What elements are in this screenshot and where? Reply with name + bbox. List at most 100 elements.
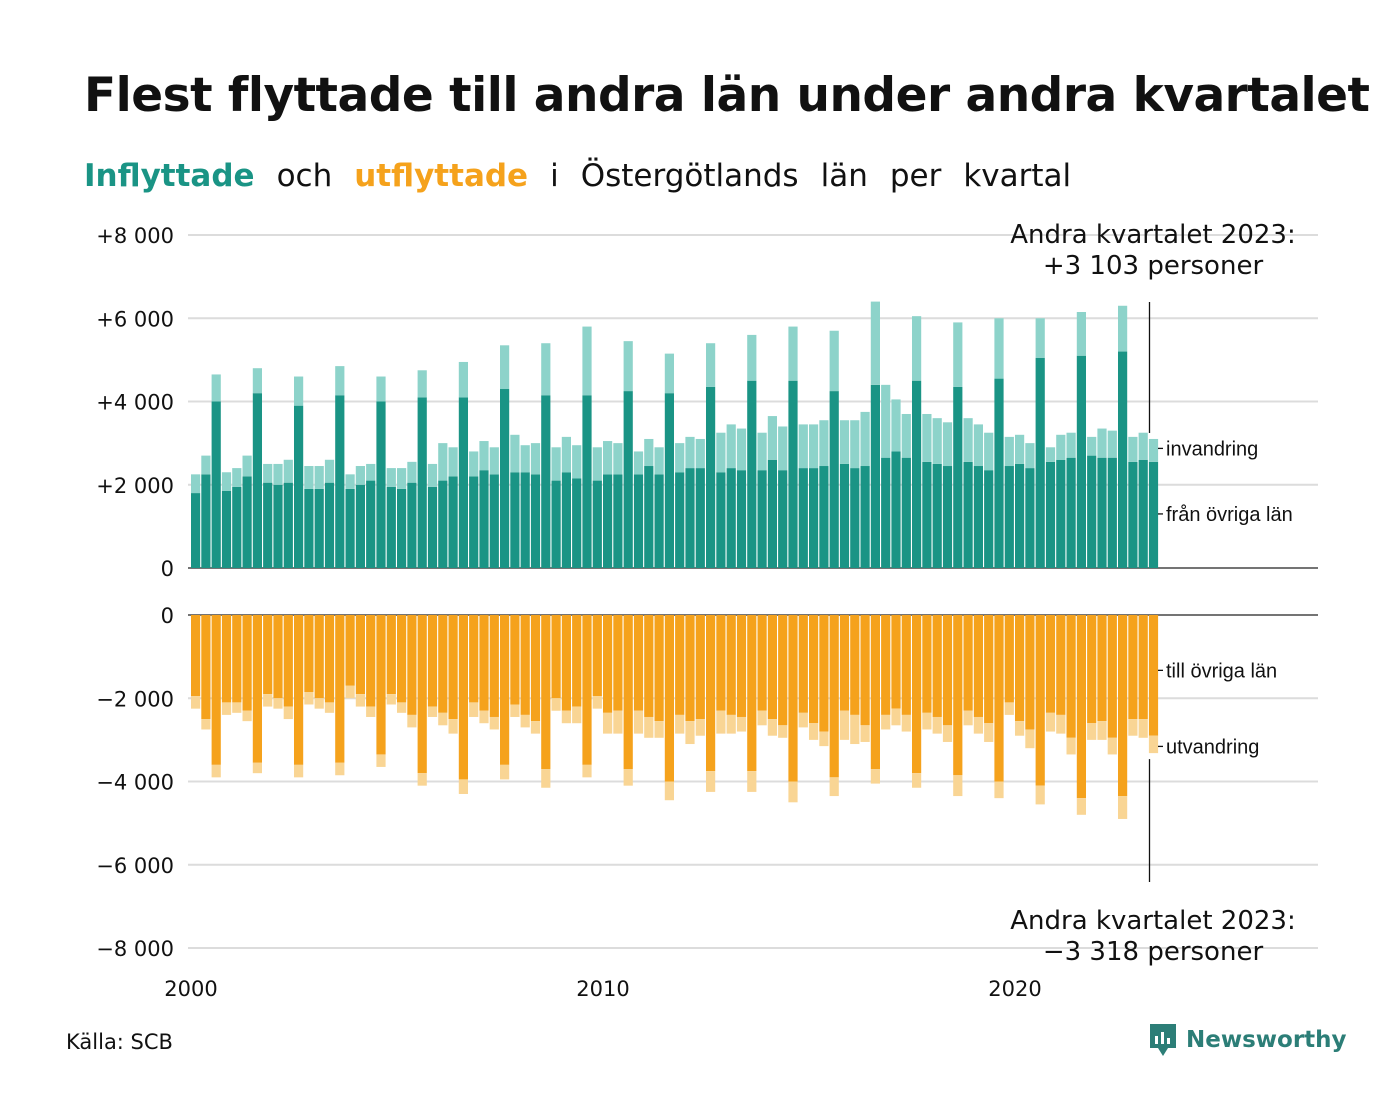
bar-invandring: [448, 447, 458, 477]
bar-fran-ovriga-lan: [335, 395, 345, 568]
bar-invandring: [304, 466, 314, 489]
bar-fran-ovriga-lan: [1128, 461, 1138, 568]
bar-fran-ovriga-lan: [345, 488, 355, 568]
bar-invandring: [1138, 432, 1148, 460]
bar-utvandring: [850, 714, 860, 745]
bar-fran-ovriga-lan: [366, 480, 376, 568]
bar-till-ovriga-lan: [922, 615, 932, 713]
bar-utvandring: [1056, 714, 1066, 734]
bar-utvandring: [788, 781, 798, 803]
bar-till-ovriga-lan: [355, 615, 365, 695]
bar-invandring: [541, 343, 551, 396]
bar-invandring: [942, 422, 953, 467]
bar-invandring: [324, 459, 335, 483]
bar-till-ovriga-lan: [881, 615, 891, 715]
bar-till-ovriga-lan: [283, 615, 293, 707]
bar-till-ovriga-lan: [304, 615, 314, 693]
bar-utvandring: [675, 714, 685, 734]
bar-invandring: [603, 441, 613, 475]
bar-utvandring: [273, 698, 283, 709]
bar-invandring: [767, 416, 777, 460]
bar-utvandring: [891, 708, 901, 726]
bar-fran-ovriga-lan: [963, 461, 973, 568]
bar-fran-ovriga-lan: [201, 474, 211, 568]
bar-till-ovriga-lan: [912, 615, 922, 774]
bar-fran-ovriga-lan: [1138, 459, 1148, 568]
bar-fran-ovriga-lan: [778, 470, 788, 568]
subtitle-inflyttade: Inflyttade: [84, 158, 255, 194]
bar-fran-ovriga-lan: [747, 380, 757, 568]
bar-fran-ovriga-lan: [1056, 459, 1066, 568]
bar-utvandring: [1066, 737, 1076, 755]
bar-invandring: [1087, 436, 1097, 456]
brand-name: Newsworthy: [1186, 1027, 1347, 1053]
bar-invandring: [376, 376, 386, 402]
bar-till-ovriga-lan: [1118, 615, 1128, 797]
bar-utvandring: [819, 731, 829, 747]
bar-invandring: [953, 322, 963, 387]
bar-utvandring: [922, 712, 932, 730]
bar-utvandring: [963, 710, 973, 726]
bar-utvandring: [407, 714, 417, 728]
bar-invandring: [1015, 434, 1025, 464]
bar-fran-ovriga-lan: [500, 389, 510, 568]
bar-utvandring: [839, 710, 850, 740]
bar-till-ovriga-lan: [376, 615, 386, 755]
bar-fran-ovriga-lan: [458, 397, 468, 568]
bar-utvandring: [551, 698, 561, 711]
bar-fran-ovriga-lan: [736, 470, 747, 568]
bar-utvandring: [736, 716, 747, 732]
bar-utvandring: [335, 762, 345, 776]
bar-invandring: [572, 445, 582, 479]
bar-utvandring: [324, 702, 335, 713]
bar-invandring: [407, 461, 417, 483]
bar-fran-ovriga-lan: [809, 468, 819, 568]
bar-fran-ovriga-lan: [829, 391, 839, 568]
bar-invandring: [994, 318, 1004, 379]
bar-invandring: [1035, 318, 1045, 358]
bar-invandring: [891, 399, 901, 452]
bar-till-ovriga-lan: [397, 615, 407, 703]
bar-till-ovriga-lan: [201, 615, 211, 720]
bar-fran-ovriga-lan: [1148, 461, 1159, 568]
bar-invandring: [263, 463, 273, 483]
bar-utvandring: [1097, 721, 1107, 740]
bar-invandring: [427, 463, 438, 487]
bar-fran-ovriga-lan: [675, 472, 685, 568]
bar-till-ovriga-lan: [1148, 615, 1159, 736]
bar-fran-ovriga-lan: [355, 484, 365, 568]
bar-fran-ovriga-lan: [726, 468, 736, 568]
bar-utvandring: [747, 771, 757, 792]
bar-utvandring: [479, 710, 489, 724]
bar-utvandring: [984, 723, 994, 742]
bar-till-ovriga-lan: [829, 615, 839, 778]
annotation-top-line1: Andra kvartalet 2023:: [1010, 220, 1295, 250]
bar-utvandring: [191, 696, 201, 709]
bar-invandring: [469, 451, 479, 477]
bar-till-ovriga-lan: [767, 615, 777, 720]
x-tick-label: 2020: [988, 977, 1041, 1000]
bar-till-ovriga-lan: [232, 615, 242, 703]
bar-till-ovriga-lan: [324, 615, 335, 703]
bar-utvandring: [664, 781, 674, 801]
bar-utvandring: [252, 762, 262, 774]
bar-invandring: [654, 447, 664, 475]
bar-till-ovriga-lan: [294, 615, 304, 765]
bar-invandring: [695, 438, 705, 469]
bar-fran-ovriga-lan: [448, 476, 458, 568]
bar-fran-ovriga-lan: [953, 386, 963, 568]
bar-invandring: [901, 413, 911, 458]
bar-invandring: [1128, 436, 1138, 462]
bar-till-ovriga-lan: [973, 615, 983, 717]
bar-invandring: [829, 330, 839, 392]
bar-till-ovriga-lan: [716, 615, 726, 711]
subtitle-utflyttade: utflyttade: [354, 158, 529, 194]
bar-utvandring: [561, 710, 571, 724]
bar-till-ovriga-lan: [1076, 615, 1086, 799]
bar-invandring: [232, 468, 242, 487]
bar-fran-ovriga-lan: [623, 391, 633, 568]
bar-utvandring: [994, 781, 1004, 799]
bar-utvandring: [582, 764, 592, 778]
bar-invandring: [1066, 432, 1076, 458]
bar-fran-ovriga-lan: [510, 472, 520, 568]
